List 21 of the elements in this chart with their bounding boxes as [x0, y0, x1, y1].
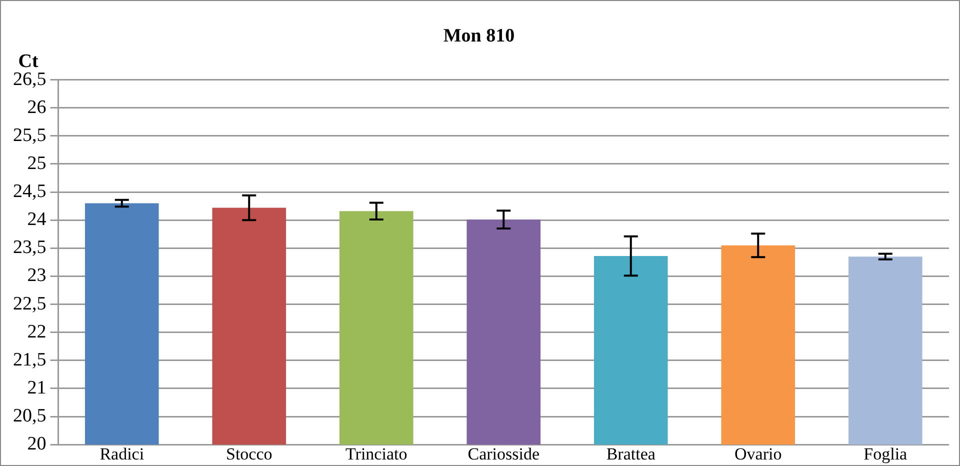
y-tick-label: 25: [27, 152, 46, 174]
y-tick-label: 22: [27, 321, 46, 342]
chart-title: Mon 810: [443, 25, 515, 46]
y-tick-label: 22,5: [13, 293, 46, 314]
x-tick-label: Stocco: [226, 444, 272, 464]
y-tick-label: 26: [27, 96, 46, 118]
y-tick-label: 25,5: [13, 124, 46, 146]
x-tick-label: Foglia: [864, 444, 908, 464]
y-tick-label: 24,5: [13, 181, 46, 202]
y-tick-label: 23,5: [13, 237, 46, 258]
y-tick-label: 21,5: [13, 349, 46, 370]
x-tick-label: Radici: [100, 444, 144, 464]
y-tick-label: 21: [27, 377, 46, 398]
y-tick-label: 20: [27, 434, 46, 455]
x-tick-label: Trinciato: [346, 444, 408, 464]
x-tick-label: Ovario: [734, 444, 782, 464]
y-tick-label: 23: [27, 265, 46, 286]
x-tick-label: Brattea: [606, 444, 656, 464]
y-tick-label: 20,5: [13, 406, 46, 427]
x-tick-label: Cariosside: [468, 444, 540, 464]
y-tick-label: 24: [27, 209, 47, 230]
